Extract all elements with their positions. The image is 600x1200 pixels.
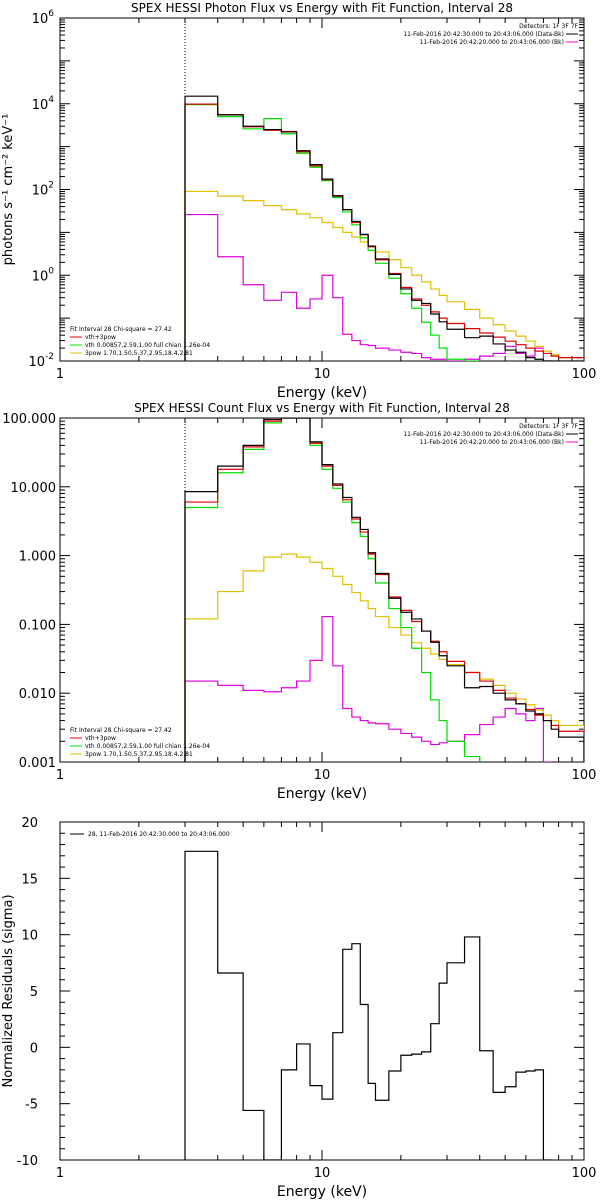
y-axis-label: photons s⁻¹ cm⁻² keV⁻¹ <box>1 114 16 266</box>
series-thermal-line <box>184 104 481 361</box>
chart-panel-3: 1 10 100 Energy (keV) 20 15 10 5 0 -5 -10 Normalize… <box>1 816 596 1200</box>
x-axis-label: Energy (keV) <box>277 1184 367 1200</box>
y-tick-label: 10 <box>21 929 38 944</box>
legend-entry: vth 0.00857,2.59,1.00 full chian 1.26e-0… <box>85 342 210 349</box>
y-tick-label: 10.000 <box>11 481 57 496</box>
series-background-line <box>184 615 552 762</box>
chart-title: SPEX HESSI Count Flux vs Energy with Fit… <box>134 401 510 415</box>
y-tick-label: 0.100 <box>19 618 56 633</box>
plot-frame <box>59 17 585 362</box>
series-thermal-line <box>184 418 481 762</box>
y-tick-label: 15 <box>21 872 38 887</box>
y-tick-label: 20 <box>21 816 38 831</box>
series-total-fit-line <box>184 418 584 762</box>
series-data-line <box>184 418 584 762</box>
series-data-line <box>184 95 584 361</box>
legend-entry: 28, 11-Feb-2016 20:42:30.000 to 20:43:06… <box>88 831 230 838</box>
legend-entry: 11-Feb-2016 20:42:20.000 to 20:43:06.000… <box>420 439 564 446</box>
x-axis-label: Energy (keV) <box>277 786 367 802</box>
x-tick-label: 10 <box>314 768 331 783</box>
y-tick-label: 5 <box>30 985 38 1000</box>
series-total-fit-line <box>184 103 584 361</box>
y-tick-label: 104 <box>32 95 55 113</box>
y-tick-label: 102 <box>32 181 54 199</box>
legend-detectors: Detectors: 1F 3F 7F <box>519 423 578 430</box>
x-axis-label: Energy (keV) <box>277 385 367 401</box>
x-tick-label: 100 <box>572 1166 597 1181</box>
plot-frame <box>59 821 585 1161</box>
y-tick-label: 0.001 <box>19 756 56 771</box>
chart-panel-2: SPEX HESSI Count Flux vs Energy with Fit… <box>2 401 596 802</box>
y-tick-label: 100 <box>32 266 55 284</box>
chart-title: SPEX HESSI Photon Flux vs Energy with Fi… <box>131 1 513 15</box>
chart-panel-1: SPEX HESSI Photon Flux vs Energy with Fi… <box>1 1 596 401</box>
legend-entry: 11-Feb-2016 20:42:30.000 to 20:43:06.000… <box>403 31 564 38</box>
y-tick-label: 1.000 <box>19 550 56 565</box>
y-tick-label: 106 <box>32 9 55 27</box>
x-tick-label: 1 <box>56 367 64 382</box>
x-tick-label: 1 <box>56 768 64 783</box>
legend-entry: vth+3pow <box>85 735 116 742</box>
legend-entry: 11-Feb-2016 20:42:20.000 to 20:43:06.000… <box>420 39 564 46</box>
legend-entry: 3pow 1.70,1.50,5.37,2.95,18.4,2.81 <box>85 350 193 357</box>
series-power-law-line <box>184 190 584 361</box>
x-tick-label: 100 <box>572 367 597 382</box>
y-tick-label: 0.010 <box>19 687 56 702</box>
legend-entry: vth 0.00857,2.59,1.00 full chian 1.26e-0… <box>85 743 210 750</box>
x-tick-label: 10 <box>314 367 331 382</box>
series-residuals-line <box>184 850 552 1160</box>
y-tick-label: 100.000 <box>2 412 56 427</box>
series-background-line <box>184 213 552 361</box>
x-tick-label: 10 <box>314 1166 331 1181</box>
legend-entry: vth+3pow <box>85 334 116 341</box>
y-tick-label: 0 <box>30 1041 38 1056</box>
legend-fit-interval: Fit Interval 28 Chi-square = 27.42 <box>70 326 172 333</box>
series-power-law-line <box>184 553 584 762</box>
y-tick-label: -10 <box>17 1154 38 1169</box>
y-tick-label: -5 <box>25 1098 38 1113</box>
x-tick-label: 1 <box>56 1166 64 1181</box>
legend-detectors: Detectors: 1F 3F 7F <box>519 23 578 30</box>
legend-fit-interval: Fit Interval 28 Chi-square = 27.42 <box>70 727 172 734</box>
y-tick-label: 10-2 <box>28 352 54 370</box>
legend-entry: 11-Feb-2016 20:42:30.000 to 20:43:06.000… <box>403 431 564 438</box>
y-axis-label: Normalized Residuals (sigma) <box>1 894 16 1087</box>
legend-entry: 3pow 1.70,1.50,5.37,2.95,18.4,2.81 <box>85 751 193 758</box>
x-tick-label: 100 <box>572 768 597 783</box>
